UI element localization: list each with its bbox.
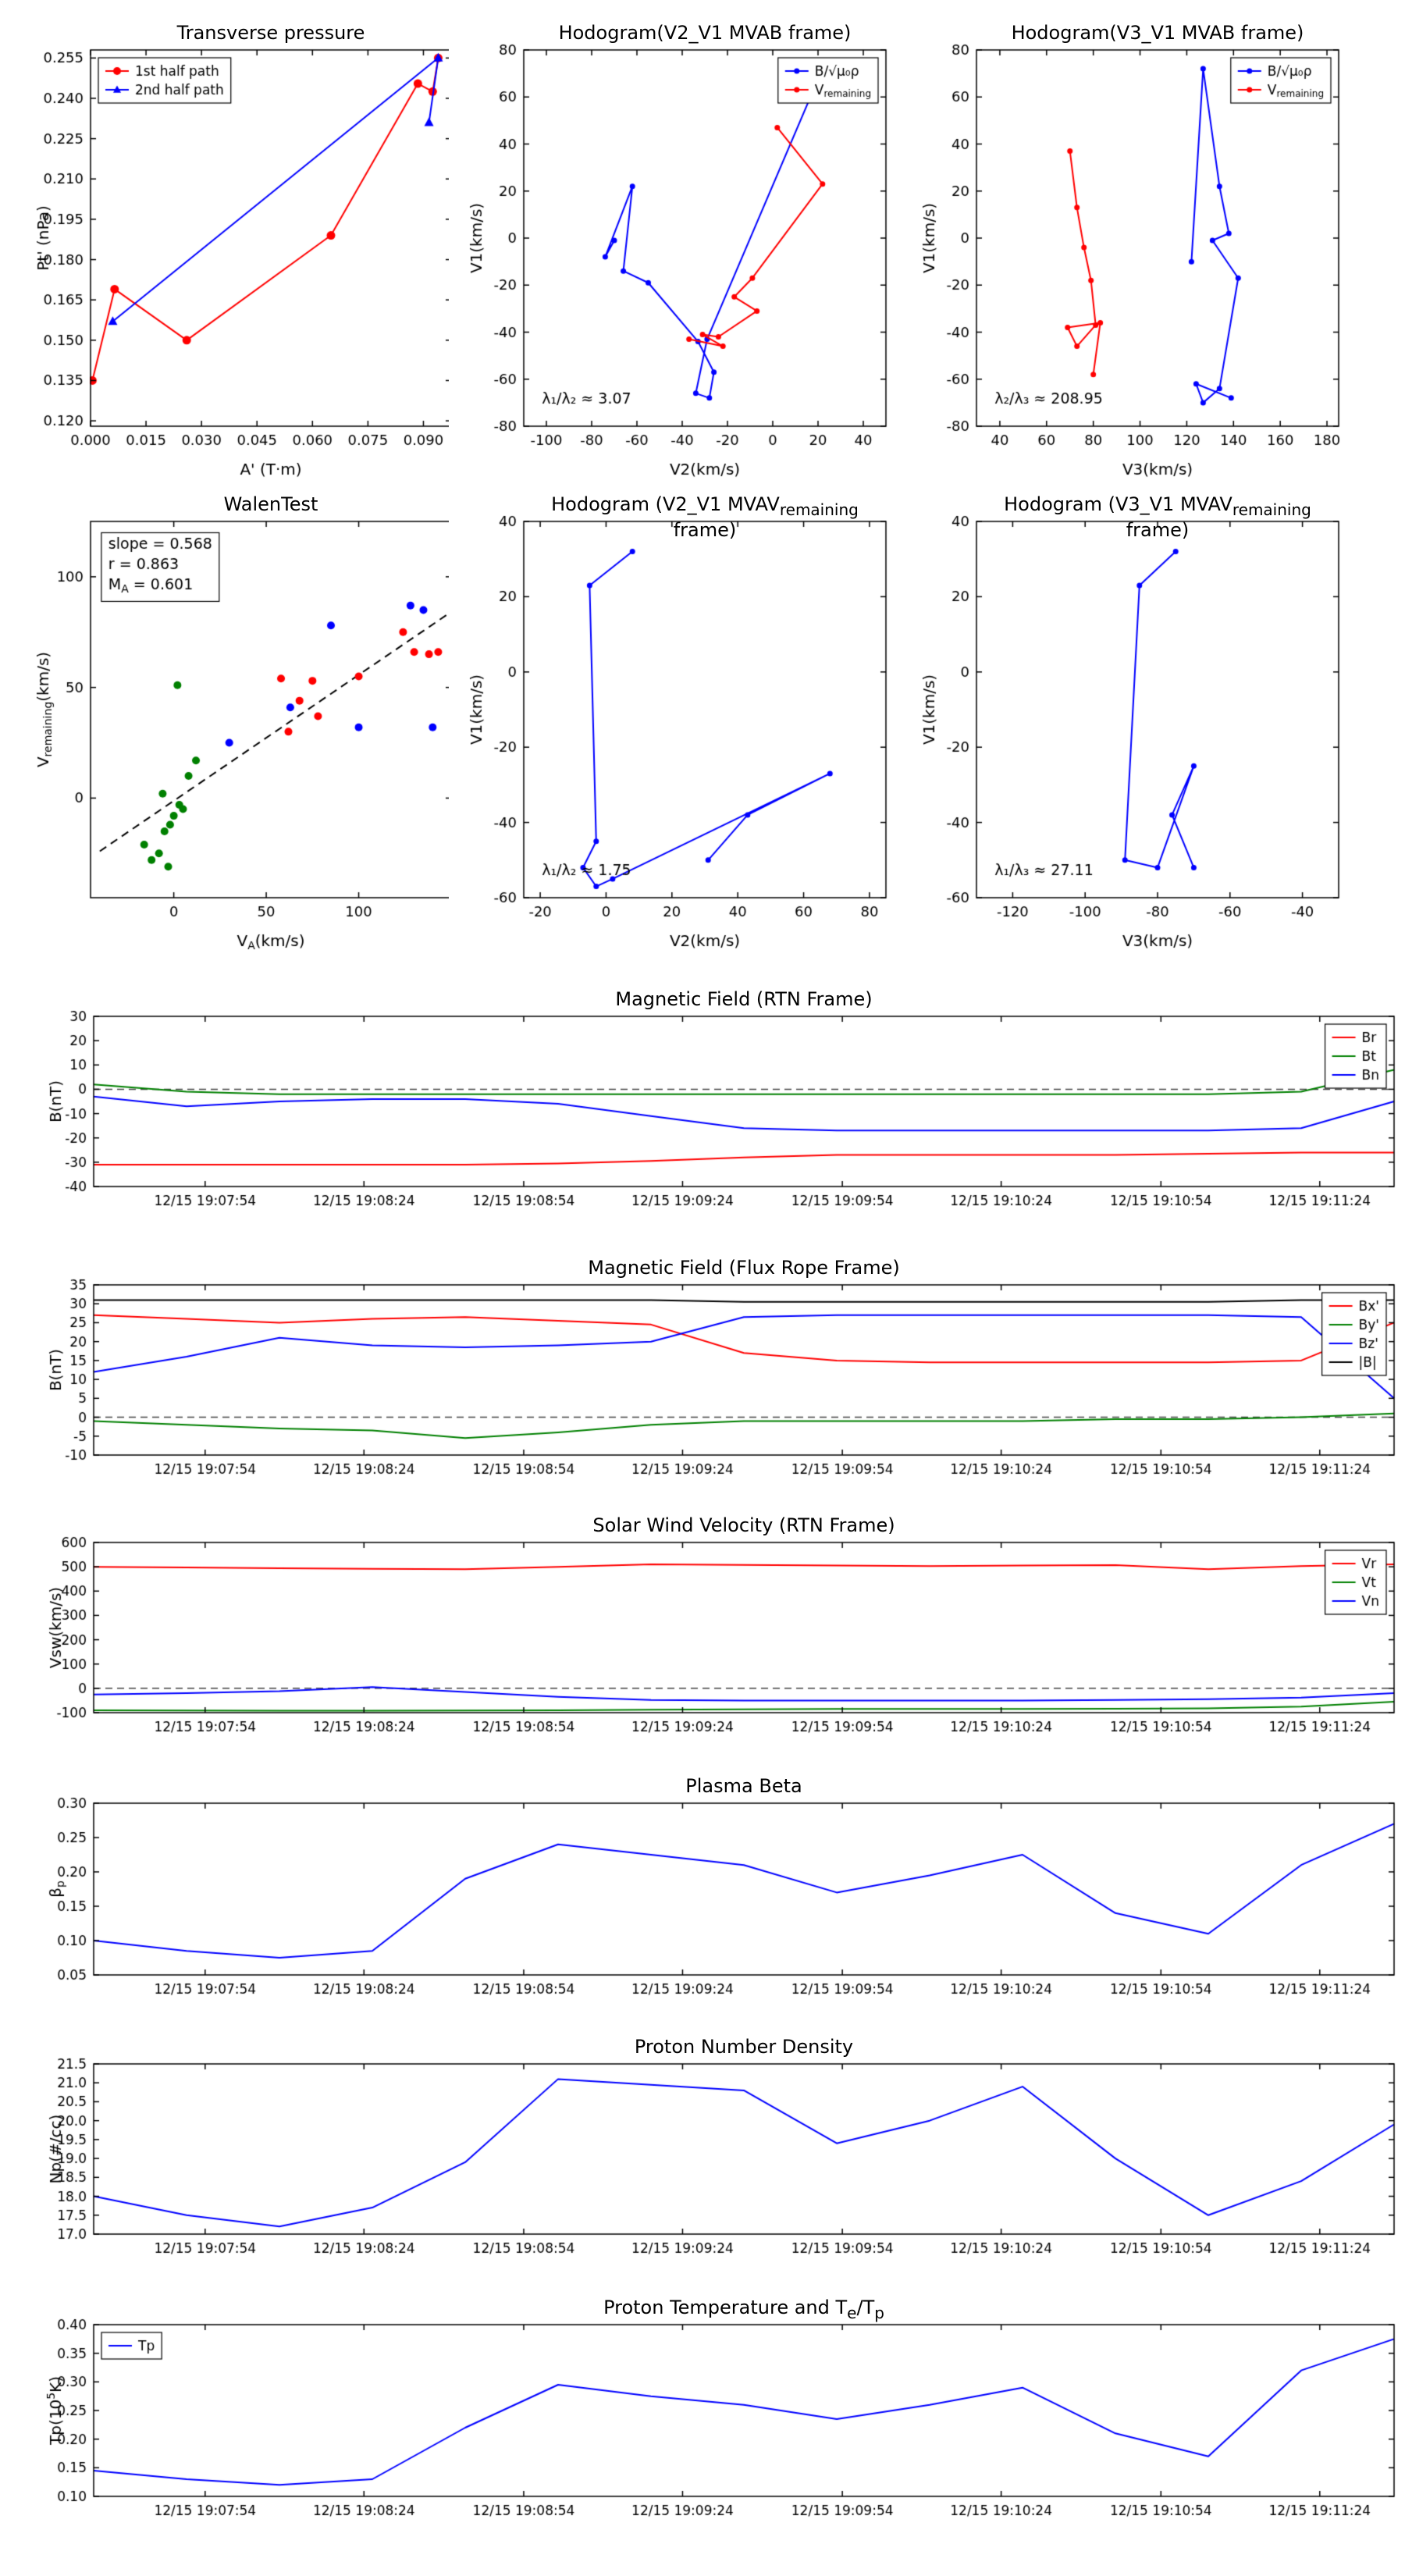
chart-title: Plasma Beta	[685, 1775, 802, 1797]
chart-canvas	[902, 486, 1354, 970]
panel-plasma-beta: Plasma Beta	[31, 1772, 1405, 2022]
chart-title: Hodogram(V2_V1 MVAB frame)	[558, 22, 852, 44]
chart-canvas	[449, 14, 902, 498]
panel-proton-temperature: Proton Temperature and Te/Tp	[31, 2293, 1405, 2543]
chart-title: Transverse pressure	[176, 22, 365, 44]
chart-canvas	[31, 985, 1405, 1233]
chart-walen-test: WalenTest	[16, 486, 467, 970]
panel-solar-wind-velocity: Solar Wind Velocity (RTN Frame)	[31, 1511, 1405, 1759]
chart-hodogram-v3v1-mvab: Hodogram(V3_V1 MVAB frame)	[902, 14, 1354, 498]
chart-title: Proton Temperature and Te/Tp	[603, 2297, 884, 2322]
panel-magnetic-field-rtn: Magnetic Field (RTN Frame)	[31, 985, 1405, 1233]
chart-canvas	[31, 1511, 1405, 1759]
chart-title: Magnetic Field (Flux Rope Frame)	[588, 1257, 900, 1279]
panel-magnetic-field-flux-rope: Magnetic Field (Flux Rope Frame)	[31, 1254, 1405, 1502]
chart-hodogram-v2v1-mvav: Hodogram (V2_V1 MVAVremaining frame)	[449, 486, 902, 970]
chart-canvas	[31, 1254, 1405, 1502]
chart-hodogram-v3v1-mvav: Hodogram (V3_V1 MVAVremaining frame)	[902, 486, 1354, 970]
chart-title: WalenTest	[223, 493, 318, 515]
chart-canvas	[31, 1772, 1405, 2022]
chart-canvas	[16, 14, 467, 498]
chart-title: Solar Wind Velocity (RTN Frame)	[592, 1514, 895, 1536]
chart-canvas	[16, 486, 467, 970]
chart-canvas	[449, 486, 902, 970]
panel-proton-density: Proton Number Density	[31, 2033, 1405, 2281]
chart-title: Hodogram(V3_V1 MVAB frame)	[1011, 22, 1304, 44]
chart-canvas	[902, 14, 1354, 498]
chart-title: Magnetic Field (RTN Frame)	[615, 988, 873, 1010]
chart-title: Hodogram (V3_V1 MVAVremaining frame)	[1004, 493, 1311, 541]
chart-canvas	[31, 2033, 1405, 2281]
chart-canvas	[31, 2293, 1405, 2543]
chart-title: Proton Number Density	[634, 2036, 854, 2058]
chart-transverse-pressure: Transverse pressure	[16, 14, 467, 498]
chart-title: Hodogram (V2_V1 MVAVremaining frame)	[551, 493, 859, 541]
chart-hodogram-v2v1-mvab: Hodogram(V2_V1 MVAB frame)	[449, 14, 902, 498]
